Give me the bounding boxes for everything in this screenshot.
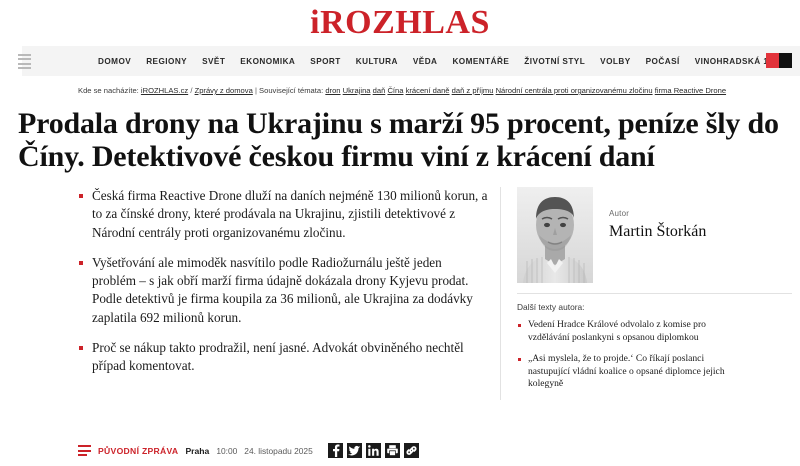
facebook-icon[interactable] [327,443,343,458]
nav-item-zivotni-styl[interactable]: ŽIVOTNÍ STYL [524,56,586,66]
byline-city: Praha [185,445,210,456]
nav-left-spacer [0,46,22,76]
nav-item-domov[interactable]: DOMOV [98,56,132,66]
author-meta: Autor Martin Štorkán [609,187,706,241]
nav-item-veda[interactable]: VĚDA [412,56,438,66]
more-articles-list: Vedení Hradce Králové odvolalo z komise … [517,319,800,391]
nav-item-pocasi[interactable]: POČASÍ [645,56,680,66]
rozhlas-square-logo-icon[interactable] [766,53,792,68]
nav-item-volby[interactable]: VOLBY [600,56,631,66]
avatar [517,187,593,283]
nav-item-ekonomika[interactable]: EKONOMIKA [240,56,296,66]
byline-date: 24. listopadu 2025 [244,445,313,456]
author-label: Autor [609,209,630,218]
status-badge: PŮVODNÍ ZPRÁVA [98,445,179,456]
list-item[interactable]: Vedení Hradce Králové odvolalo z komise … [517,319,732,344]
list-item[interactable]: „Asi myslela, že to projde.‘ Co říkají p… [517,353,732,391]
author-name[interactable]: Martin Štorkán [609,223,707,240]
topic-link-kraceni-dane[interactable]: krácení daně [405,86,450,95]
list-item: Vyšetřování ale mimoděk nasvítilo podle … [78,254,488,327]
author-sidebar: Autor Martin Štorkán Další texty autora:… [500,187,800,400]
topic-link-nctorganizovany-zlocin[interactable]: Národní centrála proti organizovanému zl… [495,86,653,95]
page-title: Prodala drony na Ukrajinu s marží 95 pro… [18,107,779,173]
share-icons [327,443,419,458]
article-body: Česká firma Reactive Drone dluží na daní… [0,187,800,400]
list-item: Proč se nákup takto prodražil, není jasn… [78,339,488,376]
author-portrait-image [517,187,593,283]
breadcrumb-topics-label: Související témata: [259,86,324,95]
nav-item-komentare[interactable]: KOMENTÁŘE [452,56,510,66]
nav-item-kultura[interactable]: KULTURA [355,56,398,66]
breadcrumb-pipe: | [254,86,257,95]
nav-item-sport[interactable]: SPORT [310,56,341,66]
breadcrumb-section-link[interactable]: Zprávy z domova [194,86,253,95]
link-icon[interactable] [403,443,419,458]
byline-time: 10:00 [216,445,238,456]
masthead: iROZHLAS [0,0,800,46]
author-block: Autor Martin Štorkán [517,187,800,283]
topic-link-dan-z-prijmu[interactable]: daň z příjmu [451,86,494,95]
main-navigation: DOMOV REGIONY SVĚT EKONOMIKA SPORT KULTU… [0,46,800,76]
list-item: Česká firma Reactive Drone dluží na daní… [78,187,488,242]
nav-item-vinohradska-12[interactable]: VINOHRADSKÁ 12 [694,56,774,66]
print-icon[interactable] [384,443,400,458]
hamburger-icon[interactable] [18,54,31,69]
topic-link-dron[interactable]: dron [325,86,341,95]
breadcrumb-home-link[interactable]: iROZHLAS.cz [140,86,189,95]
divider [517,293,792,294]
more-articles-label: Další texty autora: [517,302,585,312]
topic-link-cina[interactable]: Čína [387,86,404,95]
breadcrumb: Kde se nacházíte: iROZHLAS.cz / Zprávy z… [0,76,760,97]
breadcrumb-prefix: Kde se nacházíte: [78,86,139,95]
perex-list: Česká firma Reactive Drone dluží na daní… [78,187,500,376]
report-bars-icon [78,445,91,456]
site-logo[interactable]: iROZHLAS [310,4,490,41]
breadcrumb-separator: / [190,86,193,95]
nav-item-regiony[interactable]: REGIONY [146,56,188,66]
nav-item-svet[interactable]: SVĚT [202,56,226,66]
twitter-icon[interactable] [346,443,362,458]
byline: PŮVODNÍ ZPRÁVA Praha 10:00 24. listopadu… [78,443,419,458]
nav-item-list: DOMOV REGIONY SVĚT EKONOMIKA SPORT KULTU… [98,57,773,66]
perex-summary: Česká firma Reactive Drone dluží na daní… [0,187,500,400]
topic-link-ukrajina[interactable]: Ukrajina [342,86,371,95]
topic-link-firma-reactive-drone[interactable]: firma Reactive Drone [654,86,727,95]
topic-link-dan[interactable]: daň [372,86,386,95]
linkedin-icon[interactable] [365,443,381,458]
